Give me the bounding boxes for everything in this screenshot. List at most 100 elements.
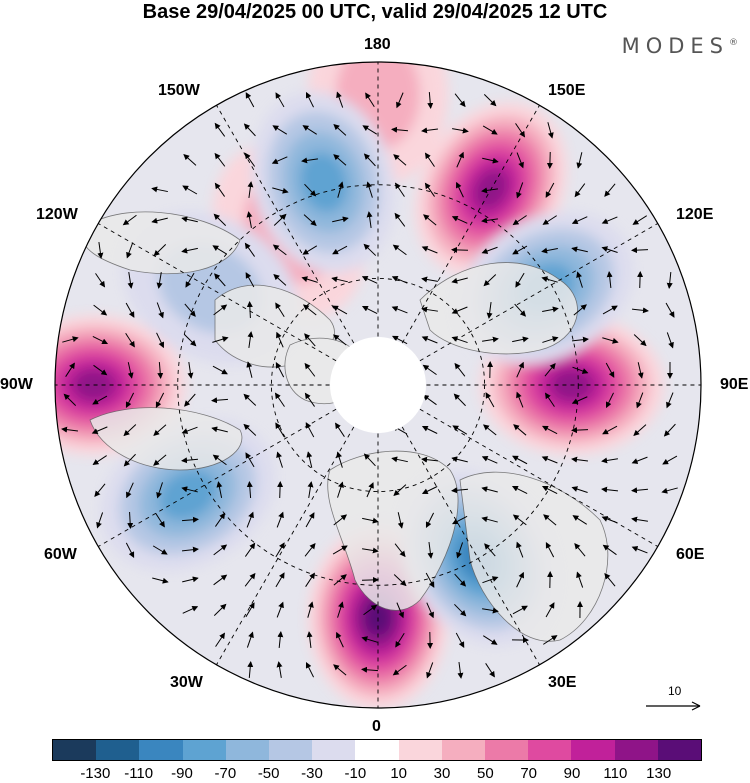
wind-vector bbox=[365, 92, 375, 108]
wind-vector bbox=[243, 423, 257, 436]
wind-vector bbox=[302, 304, 317, 316]
wind-vector bbox=[516, 571, 524, 588]
wind-vector bbox=[244, 572, 256, 587]
wind-vector bbox=[454, 573, 467, 587]
wind-vector bbox=[391, 306, 408, 314]
wind-vector bbox=[307, 601, 314, 618]
wind-vector bbox=[93, 364, 108, 376]
wind-vector bbox=[572, 515, 588, 525]
wind-vector bbox=[482, 576, 499, 584]
wind-vector bbox=[247, 331, 254, 348]
wind-vector bbox=[422, 394, 437, 406]
wind-vector bbox=[396, 92, 404, 109]
wind-vector bbox=[631, 307, 649, 314]
wind-vector bbox=[485, 663, 495, 678]
lon-label-60w: 60W bbox=[44, 546, 77, 563]
wind-vector bbox=[304, 183, 317, 197]
wind-vector bbox=[633, 424, 647, 436]
wind-vector bbox=[244, 542, 256, 557]
colorbar-swatch bbox=[485, 740, 529, 760]
colorbar-tick-label: -70 bbox=[214, 765, 237, 782]
wind-vector bbox=[571, 246, 588, 253]
lon-label-90e: 90E bbox=[720, 376, 749, 393]
wind-vector bbox=[571, 456, 588, 463]
wind-vector bbox=[305, 91, 314, 108]
meridian-line bbox=[98, 223, 337, 362]
wind-vector bbox=[452, 127, 469, 134]
wind-vector bbox=[456, 542, 464, 559]
wind-vector bbox=[215, 632, 226, 647]
wind-vector bbox=[92, 335, 109, 345]
wind-vector bbox=[631, 516, 648, 523]
wind-vector bbox=[515, 272, 525, 288]
wind-vector bbox=[212, 365, 228, 375]
wind-vector bbox=[123, 453, 136, 467]
wind-vector bbox=[247, 181, 254, 198]
wind-vector bbox=[452, 425, 468, 435]
colorbar-tick-label: -30 bbox=[301, 765, 323, 782]
wind-vector bbox=[63, 393, 77, 406]
graticule bbox=[55, 62, 701, 708]
wind-vector bbox=[301, 276, 318, 283]
wind-vector bbox=[361, 636, 378, 643]
colorbar-swatch bbox=[528, 740, 572, 760]
wind-vector bbox=[512, 245, 528, 255]
wind-vector bbox=[452, 515, 468, 525]
wind-vector bbox=[214, 273, 226, 287]
wind-vector bbox=[275, 302, 285, 318]
wind-vector bbox=[332, 334, 347, 346]
wind-vector bbox=[155, 392, 165, 409]
wind-vector bbox=[392, 335, 408, 345]
wind-vector bbox=[455, 632, 465, 648]
wind-vector bbox=[484, 543, 496, 557]
wind-vector bbox=[631, 456, 648, 464]
wind-vector bbox=[516, 541, 524, 558]
wind-vector bbox=[543, 635, 558, 645]
wind-vector bbox=[602, 544, 617, 556]
wind-vector bbox=[127, 511, 134, 529]
wind-vector bbox=[545, 182, 555, 198]
anomaly-contour bbox=[299, 151, 348, 213]
wind-vector bbox=[305, 512, 315, 528]
wind-vector bbox=[271, 156, 288, 164]
wind-vector bbox=[601, 457, 618, 464]
wind-vector bbox=[481, 516, 498, 523]
wind-vector bbox=[127, 362, 134, 379]
colorbar-ticks: -130 -110 -90 -70 -50 -30 -10 10 30 50 70 90 110 130 bbox=[0, 765, 750, 783]
lon-label-0: 0 bbox=[372, 718, 381, 735]
wind-vector bbox=[182, 606, 199, 614]
wind-vector bbox=[337, 181, 344, 198]
wind-vector bbox=[366, 211, 373, 228]
wind-vector bbox=[661, 487, 678, 494]
wind-vector bbox=[662, 455, 678, 465]
wind-vector bbox=[306, 451, 313, 468]
wind-vector bbox=[636, 392, 644, 409]
wind-vector bbox=[151, 186, 168, 193]
wind-vector bbox=[126, 242, 134, 259]
colorbar-tick-label: 130 bbox=[646, 765, 672, 782]
wind-vector bbox=[421, 246, 438, 254]
wind-vector bbox=[302, 125, 317, 135]
wind-vector bbox=[576, 271, 583, 288]
wind-vector bbox=[544, 392, 555, 407]
wind-vector bbox=[666, 271, 673, 289]
wind-vector bbox=[151, 217, 168, 224]
wind-vector bbox=[182, 185, 198, 195]
wind-vector bbox=[427, 542, 434, 559]
wind-vector bbox=[246, 481, 253, 499]
wind-vector bbox=[481, 486, 498, 493]
wind-vector bbox=[93, 304, 108, 316]
wind-vector bbox=[482, 607, 499, 614]
wind-vector bbox=[363, 453, 376, 467]
wind-vector bbox=[213, 574, 228, 586]
wind-vector bbox=[483, 274, 497, 287]
wind-vector bbox=[604, 573, 616, 587]
wind-vector bbox=[513, 424, 527, 436]
wind-vector bbox=[123, 424, 137, 437]
wind-vector bbox=[631, 247, 649, 254]
wind-vector bbox=[483, 94, 497, 107]
wind-vector bbox=[212, 336, 229, 343]
wind-vector bbox=[631, 546, 648, 554]
wind-vector bbox=[96, 512, 104, 529]
